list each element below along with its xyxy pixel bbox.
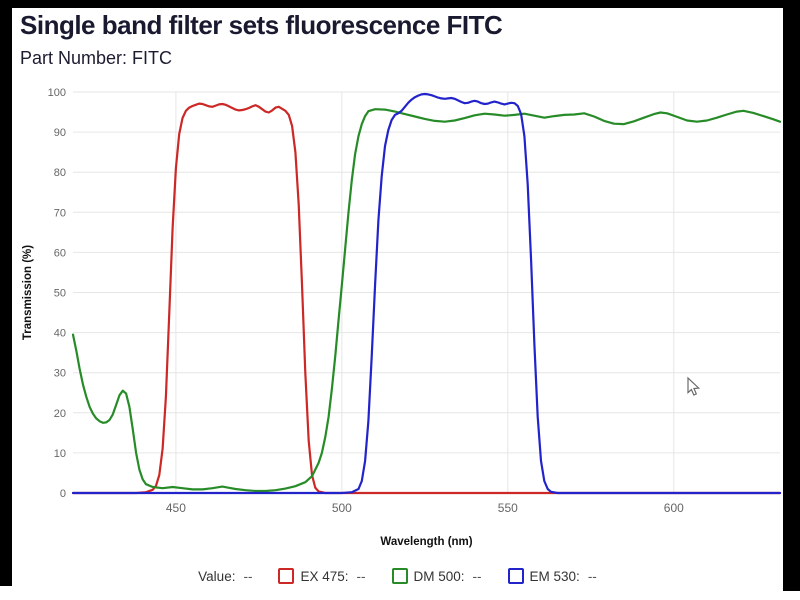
x-axis-title: Wavelength (nm) xyxy=(380,536,472,548)
legend-series-value: -- xyxy=(356,568,366,584)
svg-text:90: 90 xyxy=(54,127,66,139)
page-title: Single band filter sets fluorescence FIT… xyxy=(20,10,503,40)
svg-text:30: 30 xyxy=(54,368,66,380)
legend-item-dm-500[interactable]: DM 500: -- xyxy=(391,568,482,584)
legend-item-value: Value: -- xyxy=(198,569,252,584)
legend-series-label: EX 475: xyxy=(300,568,349,584)
legend-value-label: Value: xyxy=(198,568,236,584)
legend-item-em-530[interactable]: EM 530: -- xyxy=(507,568,597,584)
svg-text:100: 100 xyxy=(48,87,66,99)
series-line-dm-500 xyxy=(71,108,782,493)
frame-bar-left xyxy=(0,8,12,586)
svg-text:60: 60 xyxy=(54,247,66,259)
legend-swatch-icon xyxy=(507,568,524,584)
legend-series-value: -- xyxy=(472,568,482,584)
legend-series-label: EM 530: xyxy=(529,568,580,584)
svg-text:10: 10 xyxy=(54,448,66,460)
svg-text:450: 450 xyxy=(166,501,186,515)
legend-swatch-icon xyxy=(391,568,408,584)
part-number-subtitle: Part Number: FITC xyxy=(20,48,173,68)
legend-swatch-icon xyxy=(278,568,295,584)
svg-text:80: 80 xyxy=(54,167,66,179)
svg-text:500: 500 xyxy=(332,501,352,515)
svg-text:40: 40 xyxy=(54,328,66,340)
y-axis-tick-labels: 0 10 20 30 40 50 60 70 80 90 100 xyxy=(48,87,66,500)
svg-text:50: 50 xyxy=(54,288,66,300)
chart-legend: Value: -- EX 475: -- DM 500: -- EM 530: -- xyxy=(12,563,783,589)
series-line-ex-475 xyxy=(71,102,782,495)
svg-text:20: 20 xyxy=(54,408,66,420)
mouse-cursor xyxy=(687,376,701,396)
frame-bar-right xyxy=(783,8,800,591)
frame-bar-top xyxy=(0,0,800,8)
gridlines xyxy=(73,91,780,494)
x-axis-tick-labels: 450 500 550 600 xyxy=(166,501,684,515)
series-line-em-530 xyxy=(71,92,782,495)
legend-series-label: DM 500: xyxy=(413,568,465,584)
legend-value-readout: -- xyxy=(243,568,253,584)
svg-text:70: 70 xyxy=(54,207,66,219)
legend-item-ex-475[interactable]: EX 475: -- xyxy=(278,568,366,584)
svg-text:0: 0 xyxy=(60,488,66,500)
svg-text:600: 600 xyxy=(664,501,684,515)
legend-series-value: -- xyxy=(587,568,597,584)
plot-area[interactable] xyxy=(73,92,780,493)
y-axis-title: Transmission (%) xyxy=(22,245,34,340)
svg-text:550: 550 xyxy=(498,501,518,515)
